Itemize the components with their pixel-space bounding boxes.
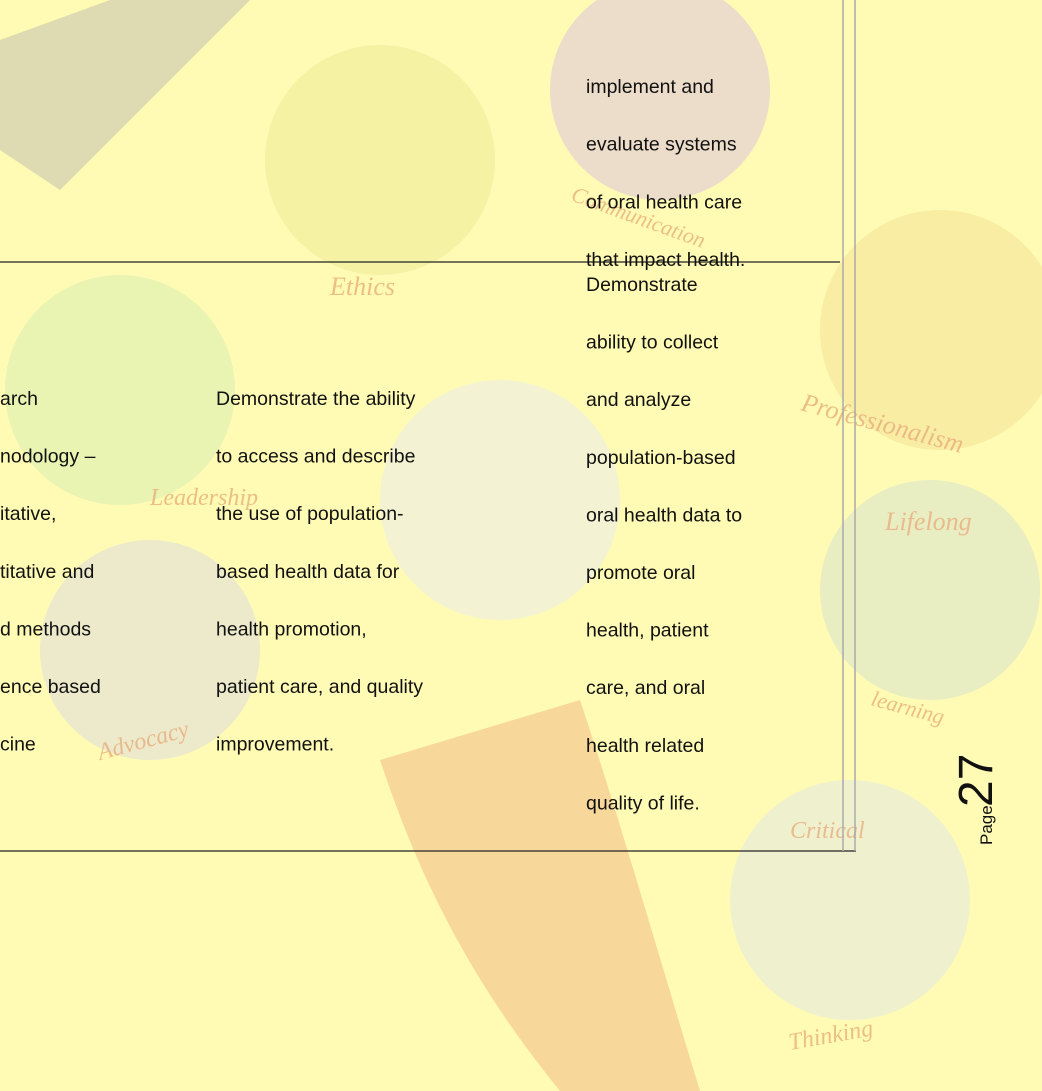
watermark-text: Ethics [329, 272, 395, 301]
cell-text: improvement. [216, 734, 334, 756]
page-number-value: 27 [950, 754, 1003, 807]
cell-text: evaluate systems [586, 134, 737, 156]
cell-text: health, patient [586, 620, 709, 642]
cell-text: and analyze [586, 389, 691, 411]
cell-text: titative and [0, 561, 94, 583]
cell-text: implement and [586, 76, 714, 98]
cell-text: care, and oral [586, 677, 705, 699]
cell-text: that impact health. [586, 249, 745, 271]
cell-text: ability to collect [586, 332, 719, 354]
cell-text: quality of life. [586, 792, 700, 814]
watermark-text: Lifelong [884, 507, 972, 536]
cell-text: oral health data to [586, 504, 742, 526]
cell-text: patient care, and quality [216, 676, 423, 698]
page-word: Page [977, 805, 996, 845]
cell-text: ence based [0, 676, 101, 698]
page-number: Page 27 [950, 754, 1003, 845]
cell-text: the use of population- [216, 503, 404, 525]
watermark-text: Critical [790, 818, 865, 844]
cell-text: of oral health care [586, 191, 742, 213]
cell-text: Demonstrate the ability [216, 388, 416, 410]
cell-text: cine [0, 734, 36, 756]
cell-text: health related [586, 735, 704, 757]
cell-text: health promotion, [216, 618, 367, 640]
cell-text: based health data for [216, 561, 400, 583]
cell-text: promote oral [586, 562, 695, 584]
cell-text: Demonstrate [586, 274, 698, 296]
cell-text: itative, [0, 503, 56, 525]
watermark-text: Leadership [149, 485, 258, 511]
cell-text: population-based [586, 447, 736, 469]
cell-text: nodology – [0, 446, 96, 468]
cell-text: arch [0, 388, 38, 410]
cell-text: d methods [0, 618, 91, 640]
cell-text: to access and describe [216, 446, 415, 468]
